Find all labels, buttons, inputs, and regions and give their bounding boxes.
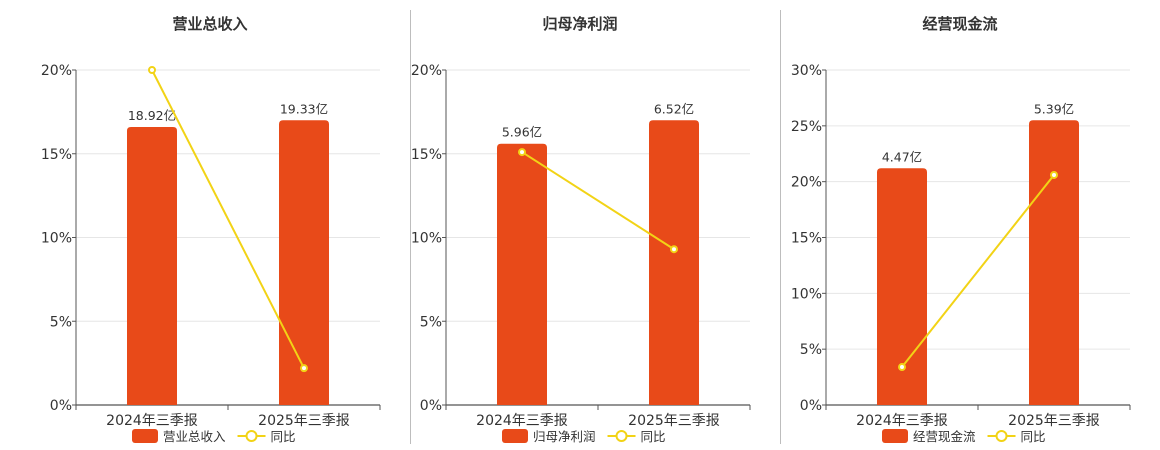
bar-data-label: 5.39亿 (1034, 101, 1074, 116)
legend-swatch-bar (132, 429, 158, 443)
bar-data-label: 6.52亿 (654, 101, 694, 116)
bar (279, 120, 329, 405)
legend-label-bar: 归母净利润 (533, 429, 596, 444)
x-tick-label: 2024年三季报 (106, 413, 198, 429)
y-tick-label: 15% (41, 147, 72, 163)
y-tick-label: 25% (791, 119, 822, 135)
panel-divider (780, 10, 781, 444)
y-tick-label: 10% (791, 286, 822, 302)
x-tick-label: 2025年三季报 (1008, 413, 1100, 429)
x-tick-label: 2025年三季报 (628, 413, 720, 429)
legend-swatch-bar (502, 429, 528, 443)
chart-panel-2: 归母净利润 0% 5% 10% 15% 20% 2024年三季报 2025年三季报 5.96亿 6… (411, 15, 751, 444)
panel-divider (410, 10, 411, 444)
yoy-point (1050, 170, 1058, 179)
legend-swatch-marker (245, 430, 258, 442)
x-tick-label: 2025年三季报 (258, 413, 350, 429)
yoy-line (901, 174, 1055, 368)
y-tick-label: 20% (411, 63, 442, 79)
y-tick-label: 0% (420, 398, 442, 414)
yoy-point (670, 245, 678, 254)
legend-swatch-marker (615, 430, 628, 442)
bar (127, 126, 177, 405)
y-tick-label: 20% (41, 63, 72, 79)
y-tick-label: 10% (41, 231, 72, 247)
x-tick-label: 2024年三季报 (856, 413, 948, 429)
yoy-point (148, 66, 156, 74)
y-tick-label: 30% (791, 63, 822, 79)
legend: 经营现金流 同比 (882, 429, 1046, 444)
chart-panel-3: 经营现金流 0% 5% 10% 15% 20% 25% 30% 2024年三季报 2025年三季报… (791, 15, 1131, 444)
y-tick-label: 0% (50, 398, 72, 414)
bar-data-label: 4.47亿 (882, 149, 922, 164)
legend-label-bar: 营业总收入 (163, 429, 226, 444)
y-tick-label: 5% (800, 342, 822, 358)
y-tick-label: 20% (791, 175, 822, 191)
legend: 归母净利润 同比 (502, 429, 666, 444)
legend-swatch-marker (995, 430, 1008, 442)
yoy-point (300, 364, 308, 373)
yoy-line (151, 69, 305, 369)
y-tick-label: 5% (50, 314, 72, 330)
y-tick-label: 15% (791, 231, 822, 247)
y-tick-label: 5% (420, 314, 442, 330)
bar-data-label: 19.33亿 (280, 101, 328, 116)
bar (649, 120, 699, 405)
legend-label-line: 同比 (1021, 429, 1046, 444)
legend-label-bar: 经营现金流 (913, 429, 976, 444)
chart-title: 归母净利润 (542, 15, 617, 33)
y-tick-label: 15% (411, 147, 442, 163)
yoy-point (898, 363, 906, 372)
legend-label-line: 同比 (641, 429, 666, 444)
y-tick-label: 0% (800, 398, 822, 414)
bar (1029, 120, 1079, 405)
bar (877, 168, 927, 405)
bar-data-label: 18.92亿 (128, 108, 176, 123)
chart-title: 经营现金流 (922, 15, 997, 33)
x-tick-label: 2024年三季报 (476, 413, 568, 429)
yoy-point (518, 148, 526, 157)
chart-panel-1: 营业总收入 0% 5% 10% 15% 20% 2024年三季报 2025年三季报 18.92亿… (41, 15, 381, 444)
legend-swatch-bar (882, 429, 908, 443)
y-tick-label: 10% (411, 231, 442, 247)
bar-data-label: 5.96亿 (502, 125, 542, 140)
bar (497, 143, 547, 405)
legend: 营业总收入 同比 (132, 429, 296, 444)
legend-label-line: 同比 (271, 429, 296, 444)
yoy-line (521, 151, 675, 251)
chart-title: 营业总收入 (172, 15, 247, 33)
